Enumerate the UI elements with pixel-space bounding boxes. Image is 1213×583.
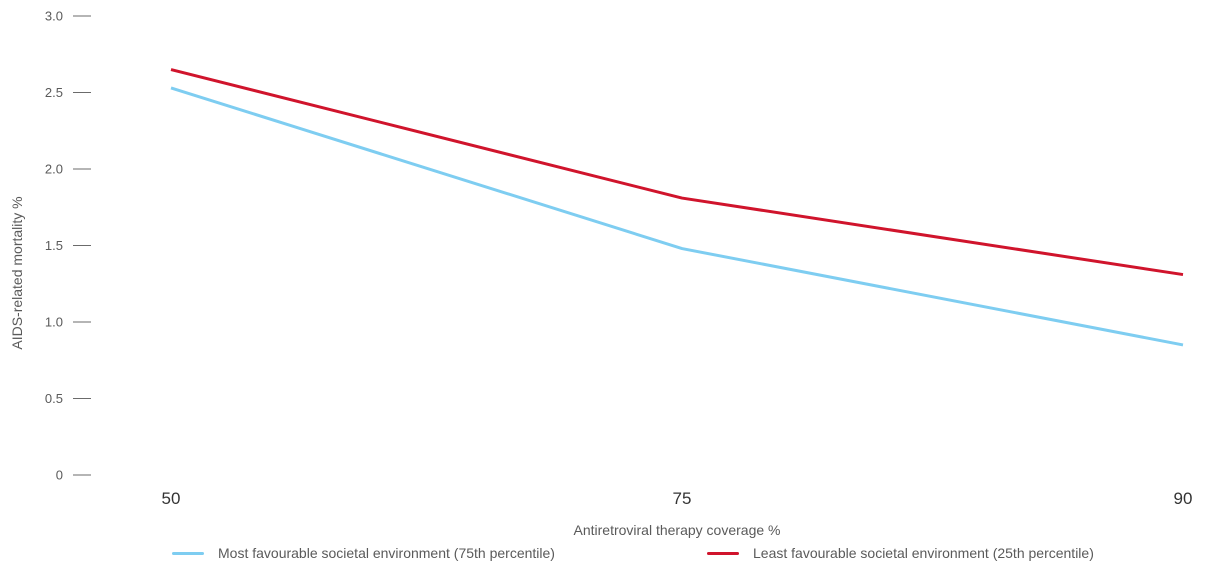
y-tick-label: 1.0 [45,315,63,330]
x-axis-title: Antiretroviral therapy coverage % [574,522,781,538]
series-line-1 [170,68,1184,277]
line-chart: 0 0.5 1.0 1.5 2.0 2.5 3.0 50 75 90 Antiretrovira… [9,9,1193,539]
y-tick-label: 2.0 [45,162,63,177]
legend-label: Most favourable societal environment (75… [218,545,555,561]
y-axis-title: AIDS-related mortality % [9,196,25,349]
series-layer [170,68,1184,347]
legend-item-least-favourable: Least favourable societal environment (2… [707,545,1094,561]
x-tick-label: 50 [162,489,181,508]
y-tick-label: 0 [56,468,63,483]
legend: Most favourable societal environment (75… [0,545,1213,567]
x-tick-label: 90 [1174,489,1193,508]
y-tick-label: 2.5 [45,85,63,100]
legend-label: Least favourable societal environment (2… [753,545,1094,561]
y-tick-label: 3.0 [45,9,63,24]
legend-swatch [707,551,739,555]
series-line-0 [170,86,1184,347]
y-axis: 0 0.5 1.0 1.5 2.0 2.5 3.0 [45,9,91,483]
x-axis: 50 75 90 [162,489,1193,508]
y-tick-label: 1.5 [45,238,63,253]
x-tick-label: 75 [673,489,692,508]
y-tick-label: 0.5 [45,391,63,406]
legend-item-most-favourable: Most favourable societal environment (75… [172,545,555,561]
legend-swatch [172,551,204,555]
